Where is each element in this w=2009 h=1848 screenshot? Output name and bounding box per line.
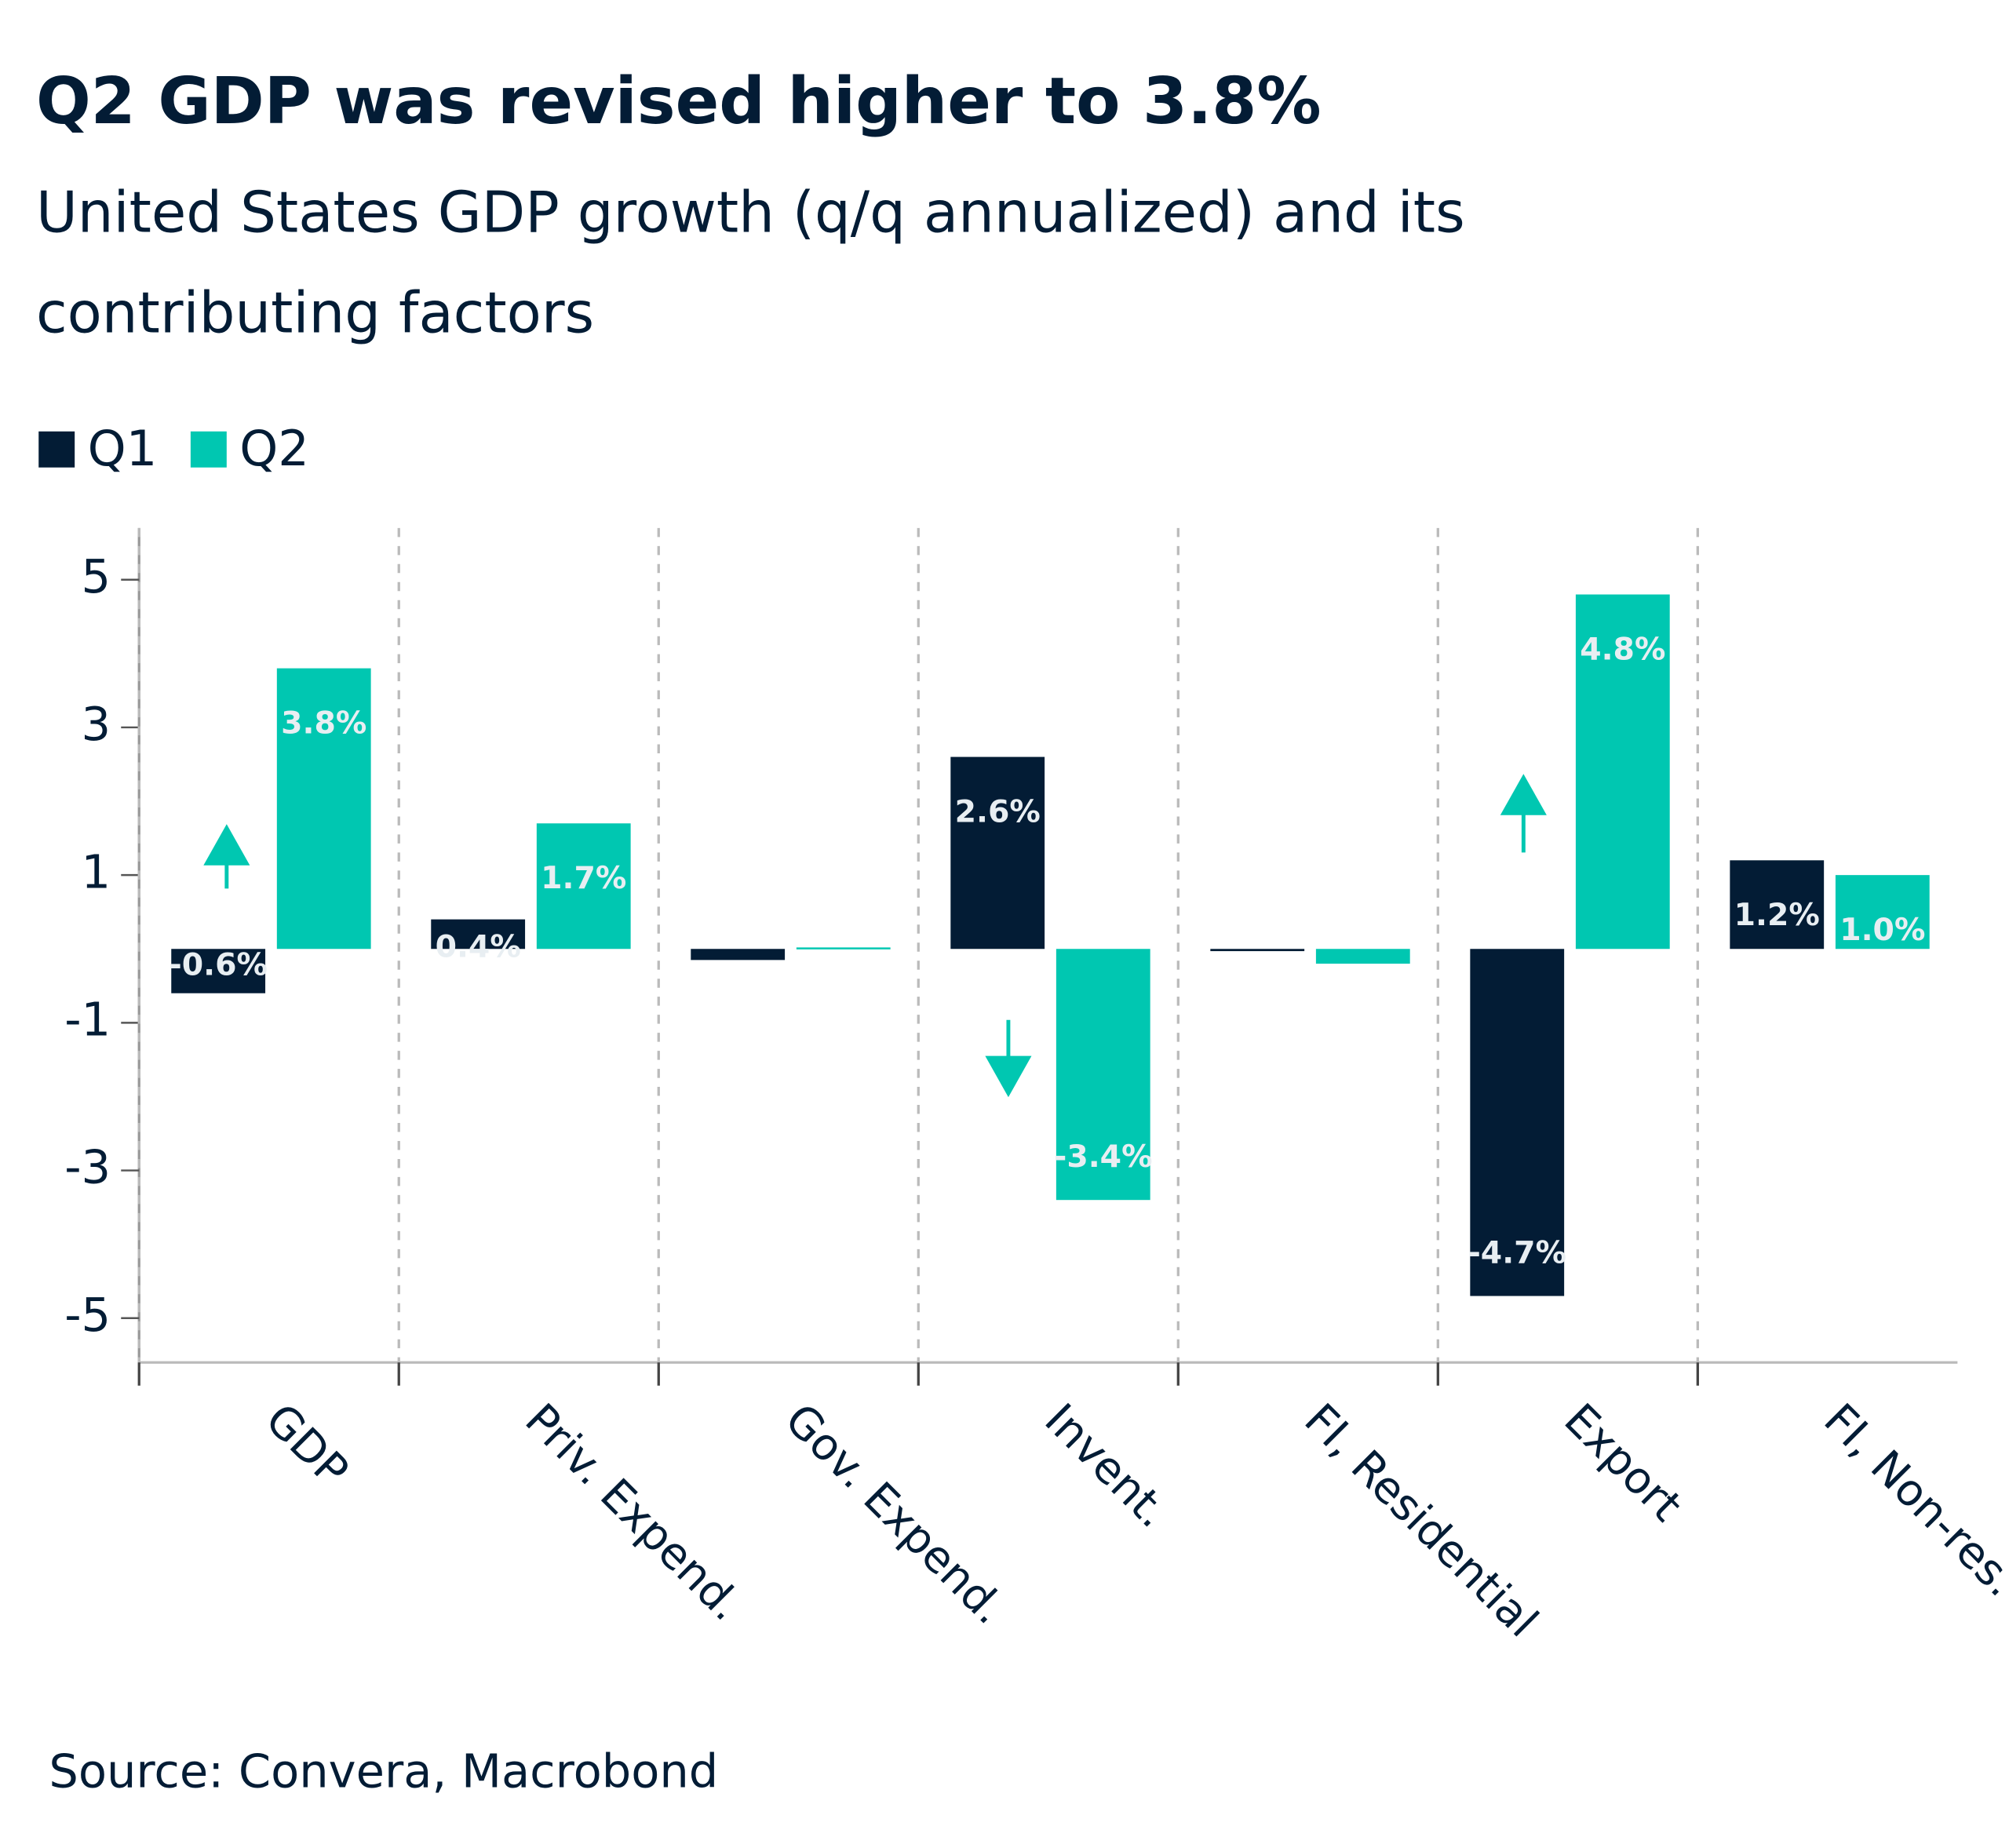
bar xyxy=(1730,860,1825,950)
legend-label: Q1 xyxy=(88,420,158,477)
value-label: -4.7% xyxy=(1468,1235,1566,1271)
y-tick-label: -1 xyxy=(64,992,111,1046)
bar xyxy=(536,823,631,950)
x-tick-label: FI, Residential xyxy=(1294,1394,1548,1648)
bar xyxy=(276,668,371,950)
x-tick-label: Invent. xyxy=(1034,1394,1178,1538)
chart-subtitle: contributing factors xyxy=(36,281,594,347)
bar xyxy=(1056,949,1150,1201)
y-tick-label: -5 xyxy=(64,1288,111,1342)
x-tick-label: FI, Non-res. xyxy=(1814,1394,2009,1607)
source: Source: Convera, Macrobond xyxy=(49,1744,718,1798)
value-label: 0.4% xyxy=(436,929,521,965)
bar xyxy=(171,949,266,993)
bar xyxy=(796,947,891,950)
bar xyxy=(1835,875,1930,950)
value-label: 3.8% xyxy=(281,705,366,741)
bar xyxy=(1315,949,1410,964)
value-label: 1.2% xyxy=(1734,897,1820,933)
x-tick-label: Gov. Expend. xyxy=(775,1394,1015,1635)
value-label: 4.8% xyxy=(1580,631,1665,667)
x-tick-label: GDP xyxy=(255,1394,358,1497)
legend-label: Q2 xyxy=(239,420,309,477)
legend-swatch xyxy=(190,431,227,468)
chart-title: Q2 GDP was revised higher to 3.8% xyxy=(36,64,1322,139)
value-label: 1.0% xyxy=(1839,912,1925,948)
y-tick-label: 5 xyxy=(82,549,111,603)
arrow xyxy=(203,774,1547,1098)
x-tick-label: Export xyxy=(1555,1394,1692,1532)
bar xyxy=(431,919,526,950)
value-label: -0.6% xyxy=(169,947,268,983)
y-tick-label: 3 xyxy=(82,697,111,751)
bar xyxy=(950,756,1045,950)
y-tick-label: -3 xyxy=(64,1140,111,1194)
y-tick-label: 1 xyxy=(82,844,111,898)
value-label: 1.7% xyxy=(541,860,626,896)
bar xyxy=(1575,594,1670,950)
bar xyxy=(1210,949,1305,952)
bar xyxy=(691,949,786,960)
legend-swatch xyxy=(38,431,75,468)
value-label: -3.4% xyxy=(1054,1139,1153,1175)
value-label: 2.6% xyxy=(955,793,1041,829)
chart-subtitle: United States GDP growth (q/q annualized… xyxy=(36,180,1465,246)
x-tick-label: Priv. Expend. xyxy=(515,1394,752,1631)
bar xyxy=(1470,949,1565,1296)
